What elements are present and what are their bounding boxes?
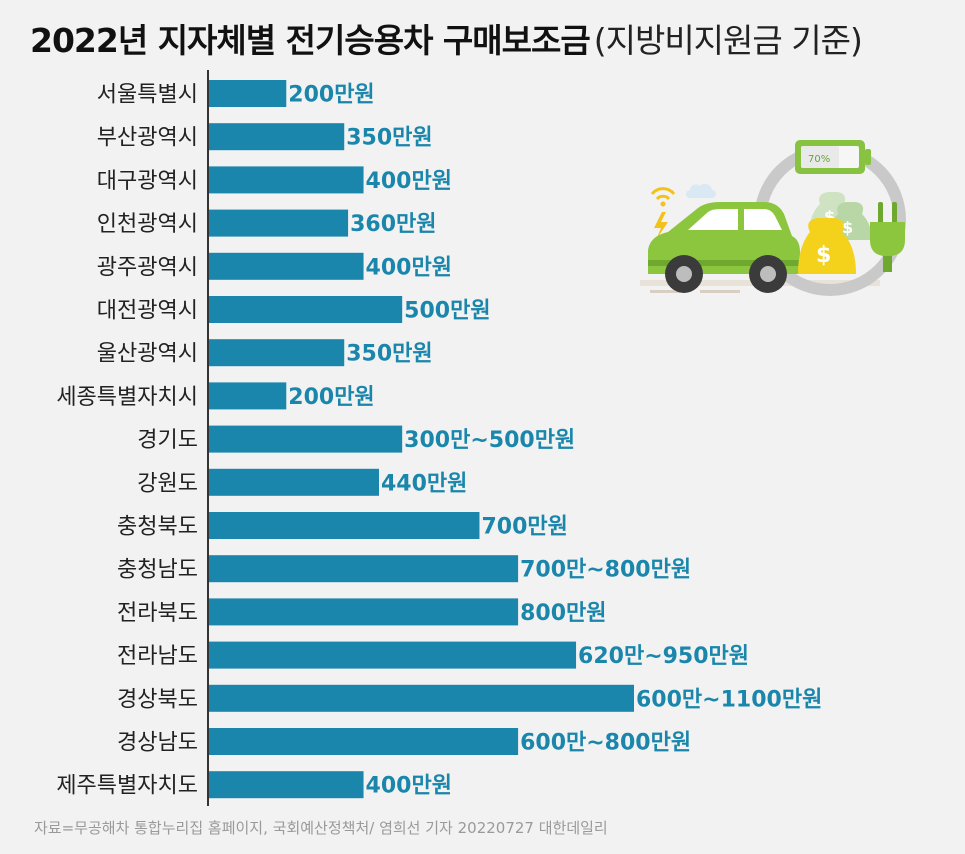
category-label: 울산광역시 [97, 342, 198, 367]
category-label: 광주광역시 [97, 255, 198, 280]
value-label: 360만원 [350, 212, 436, 237]
cloud-icon [686, 183, 716, 198]
bar [209, 123, 345, 151]
value-label: 400만원 [366, 255, 452, 280]
category-label: 전라남도 [117, 644, 198, 669]
value-label: 700만~800만원 [520, 558, 691, 583]
value-label: 400만원 [366, 774, 452, 799]
bar [209, 209, 349, 237]
bar [209, 80, 287, 107]
source-note: 자료=무공해차 통합누리집 홈페이지, 국회예산정책처/ 염희선 기자 2022… [34, 819, 608, 837]
title-subtitle: (지방비지원금 기준) [593, 21, 863, 60]
category-label: 제주특별자치도 [56, 774, 198, 799]
battery-level-text: 70% [808, 154, 830, 165]
chart-title: 2022년 지자체별 전기승용차 구매보조금 (지방비지원금 기준) [30, 14, 863, 62]
lightning-icon [654, 212, 668, 240]
car-icon [648, 202, 800, 293]
value-label: 200만원 [288, 385, 374, 410]
value-label: 600만~1100만원 [636, 687, 822, 712]
bar [209, 252, 364, 280]
category-label: 경상남도 [117, 731, 198, 756]
category-label: 충청남도 [117, 558, 198, 583]
signal-icon [650, 187, 676, 201]
category-label: 강원도 [137, 471, 198, 496]
category-label: 부산광역시 [97, 126, 198, 151]
value-label: 350만원 [346, 342, 432, 367]
coin-symbol: $ [842, 218, 853, 237]
bar [209, 771, 364, 799]
value-label: 620만~950만원 [578, 644, 749, 669]
bar [209, 339, 345, 367]
category-label: 인천광역시 [97, 212, 198, 237]
category-label: 대전광역시 [97, 299, 198, 324]
value-label: 440만원 [381, 471, 467, 496]
category-label: 서울특별시 [97, 83, 198, 108]
bar [209, 728, 519, 755]
bar [209, 468, 379, 496]
coin-symbol: $ [824, 207, 835, 226]
category-label: 세종특별자치시 [56, 385, 198, 410]
category-label: 대구광역시 [97, 169, 198, 194]
electric-car-subsidy-illustration: 70% $ $ $ [640, 140, 906, 296]
bar [209, 512, 480, 539]
value-label: 600만~800만원 [520, 731, 691, 756]
coin-symbol: $ [816, 243, 831, 268]
value-label: 700만원 [481, 515, 567, 540]
plug-icon [870, 202, 905, 272]
bar [209, 166, 364, 194]
bar [209, 296, 403, 323]
bar [209, 598, 519, 626]
battery-icon: 70% [795, 140, 871, 174]
title-main: 2022년 지자체별 전기승용차 구매보조금 [30, 21, 591, 60]
category-label: 경기도 [137, 428, 198, 453]
value-label: 200만원 [288, 83, 374, 108]
category-label: 전라북도 [117, 601, 198, 626]
bar [209, 684, 634, 712]
value-label: 800만원 [520, 601, 606, 626]
value-label: 400만원 [366, 169, 452, 194]
value-label: 500만원 [404, 299, 490, 324]
value-label: 300만~500만원 [404, 428, 575, 453]
category-label: 충청북도 [117, 515, 198, 540]
bar [209, 641, 577, 669]
bar [209, 555, 519, 583]
money-bag-icon: $ $ $ [798, 192, 872, 274]
value-label: 350만원 [346, 126, 432, 151]
bar [209, 382, 287, 410]
bar [209, 425, 403, 453]
category-label: 경상북도 [117, 687, 198, 712]
